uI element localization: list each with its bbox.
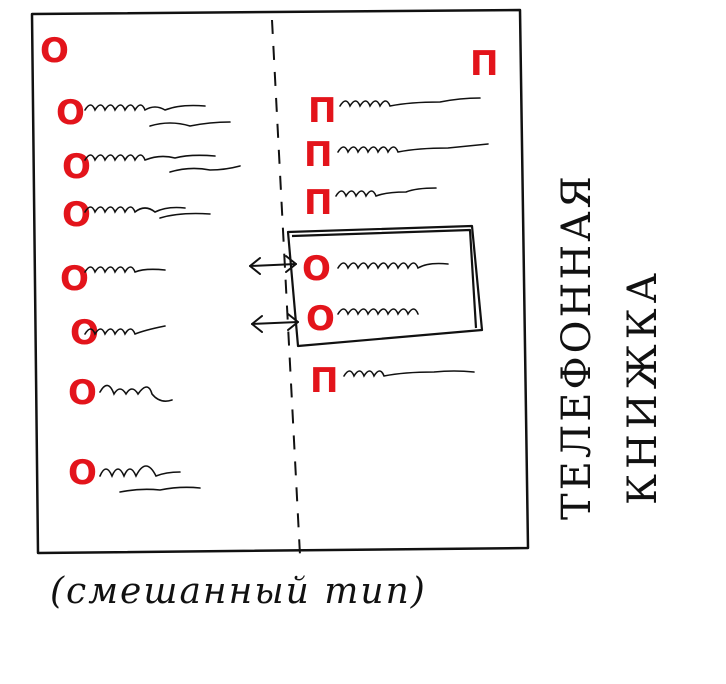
arrowhead xyxy=(287,313,299,331)
right-header-letter: П xyxy=(470,44,498,84)
left-entry-letter: О xyxy=(60,259,89,299)
right-entry-letter: П xyxy=(304,183,332,223)
side-title-line1: ТЕЛЕФОННАЯ xyxy=(554,173,600,520)
side-title-2: КНИЖКА xyxy=(620,268,666,505)
scribble-line xyxy=(84,104,206,112)
arrowhead xyxy=(251,315,263,333)
right-entry-letter: П xyxy=(308,91,336,131)
right-entry-letter: П xyxy=(304,135,332,175)
scribble-line xyxy=(169,165,241,173)
book-outline xyxy=(30,8,530,555)
double-arrows xyxy=(249,255,299,333)
scribble-line xyxy=(84,154,216,162)
arrowhead xyxy=(249,257,261,275)
scribble-line xyxy=(99,465,181,479)
left-entry-letter: О xyxy=(68,453,97,493)
scribble-line xyxy=(339,97,481,108)
right-entry-letter: О xyxy=(306,299,335,339)
arrowhead xyxy=(285,255,297,273)
left-column-letters: О О О О О О О xyxy=(56,93,99,493)
side-title: ТЕЛЕФОННАЯ xyxy=(554,173,600,520)
side-title-line2: КНИЖКА xyxy=(620,268,666,505)
inserted-card xyxy=(286,224,484,348)
scribble-line xyxy=(149,121,231,127)
scribble-line xyxy=(337,262,449,270)
center-divider xyxy=(271,19,301,556)
left-header-letter: О xyxy=(40,31,69,71)
right-entry-letter: О xyxy=(302,249,331,289)
scribble-line xyxy=(343,370,475,378)
left-entry-letter: О xyxy=(68,373,97,413)
left-entry-letter: О xyxy=(62,195,91,235)
scribble-line xyxy=(337,143,489,154)
scribble-line xyxy=(119,486,201,493)
caption: (смешанный тип) xyxy=(50,571,427,612)
double-arrow-1 xyxy=(249,263,297,267)
scribble-line xyxy=(335,187,437,198)
scribble-line xyxy=(99,384,173,402)
scribble-line xyxy=(84,266,166,274)
right-column-letters: П П П О О П xyxy=(302,91,338,401)
right-column-scribbles xyxy=(335,97,489,378)
left-entry-letter: О xyxy=(62,147,91,187)
scribble-line xyxy=(84,206,186,214)
scribble-line xyxy=(337,308,419,316)
double-arrow-2 xyxy=(251,321,299,325)
right-entry-letter: П xyxy=(310,361,338,401)
scribble-line xyxy=(159,212,211,219)
left-entry-letter: О xyxy=(56,93,85,133)
scribble-line xyxy=(84,325,166,336)
left-column-scribbles xyxy=(84,104,241,493)
